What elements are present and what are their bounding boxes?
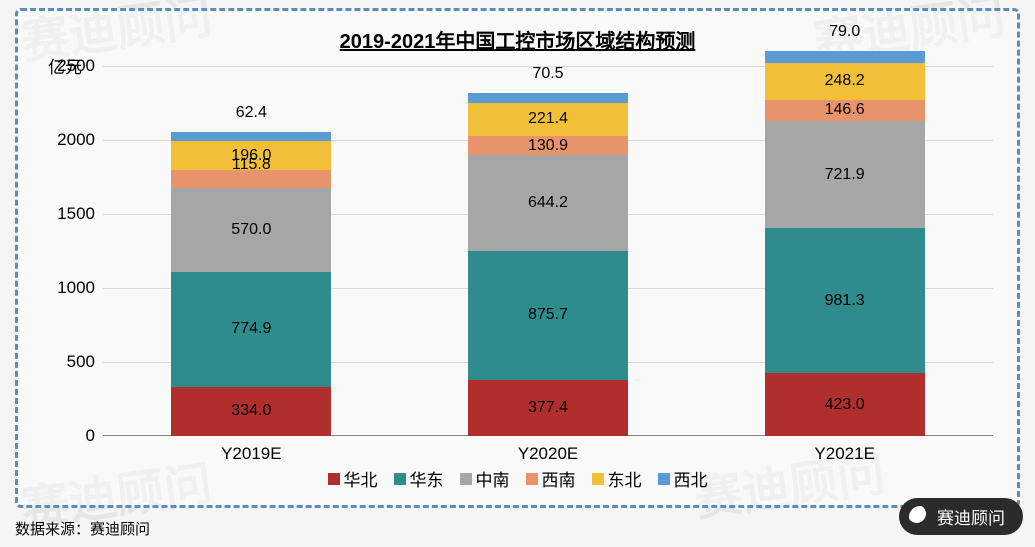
bar-group: 334.0774.9570.0115.8196.062.4 bbox=[171, 66, 331, 436]
bar-segment-西北 bbox=[171, 132, 331, 141]
bar-value-label: 79.0 bbox=[765, 23, 925, 41]
bar-value-label: 644.2 bbox=[468, 194, 628, 212]
bar-value-label: 70.5 bbox=[468, 65, 628, 83]
bar-value-label: 62.4 bbox=[171, 104, 331, 122]
x-tick-label: Y2021E bbox=[814, 444, 875, 464]
bar-value-label: 221.4 bbox=[468, 110, 628, 128]
legend-item: 中南 bbox=[460, 466, 510, 491]
legend-item: 西北 bbox=[658, 466, 708, 491]
legend: 华北 华东 中南 西南 东北 西北 bbox=[18, 466, 1017, 491]
legend-label: 华北 bbox=[344, 466, 378, 491]
legend-item: 华北 bbox=[328, 466, 378, 491]
bar-value-label: 774.9 bbox=[171, 320, 331, 338]
y-tick-label: 2000 bbox=[35, 130, 95, 150]
y-tick-label: 1000 bbox=[35, 278, 95, 298]
bar-value-label: 334.0 bbox=[171, 402, 331, 420]
legend-label: 西南 bbox=[542, 466, 576, 491]
legend-swatch bbox=[460, 473, 472, 485]
bar-segment-西北 bbox=[765, 51, 925, 63]
y-tick-label: 500 bbox=[35, 352, 95, 372]
bar-value-label: 248.2 bbox=[765, 72, 925, 90]
bar-value-label: 570.0 bbox=[171, 221, 331, 239]
bar-value-label: 130.9 bbox=[468, 137, 628, 155]
bar-group: 377.4 875.7 644.2 130.9 221.4 70.5 bbox=[468, 66, 628, 436]
chart-frame: 2019-2021年中国工控市场区域结构预测 亿元 05001000150020… bbox=[15, 8, 1020, 508]
legend-swatch bbox=[592, 473, 604, 485]
bar-value-label: 875.7 bbox=[468, 306, 628, 324]
bar-value-label: 981.3 bbox=[765, 292, 925, 310]
y-tick-label: 0 bbox=[35, 426, 95, 446]
legend-swatch bbox=[328, 473, 340, 485]
bar-segment-西北 bbox=[468, 93, 628, 103]
bar-value-label: 196.0 bbox=[171, 147, 331, 165]
brand-name: 赛迪顾问 bbox=[937, 504, 1005, 529]
y-tick-label: 1500 bbox=[35, 204, 95, 224]
x-tick-label: Y2019E bbox=[221, 444, 282, 464]
legend-label: 东北 bbox=[608, 466, 642, 491]
bar-value-label: 146.6 bbox=[765, 101, 925, 119]
plot-area: 05001000150020002500Y2019E334.0774.9570.… bbox=[103, 66, 993, 436]
legend-label: 西北 bbox=[674, 466, 708, 491]
legend-item: 华东 bbox=[394, 466, 444, 491]
data-source: 数据来源：赛迪顾问 bbox=[15, 518, 150, 539]
brand-pill: 赛迪顾问 bbox=[899, 498, 1023, 535]
wechat-icon bbox=[909, 506, 931, 528]
bar-group: 423.0981.3721.9146.6248.279.0 bbox=[765, 66, 925, 436]
legend-swatch bbox=[394, 473, 406, 485]
legend-item: 东北 bbox=[592, 466, 642, 491]
bar-value-label: 423.0 bbox=[765, 396, 925, 414]
legend-swatch bbox=[658, 473, 670, 485]
legend-item: 西南 bbox=[526, 466, 576, 491]
legend-swatch bbox=[526, 473, 538, 485]
legend-label: 中南 bbox=[476, 466, 510, 491]
y-tick-label: 2500 bbox=[35, 56, 95, 76]
bar-value-label: 377.4 bbox=[468, 399, 628, 417]
legend-label: 华东 bbox=[410, 466, 444, 491]
x-tick-label: Y2020E bbox=[518, 444, 579, 464]
bar-value-label: 721.9 bbox=[765, 166, 925, 184]
